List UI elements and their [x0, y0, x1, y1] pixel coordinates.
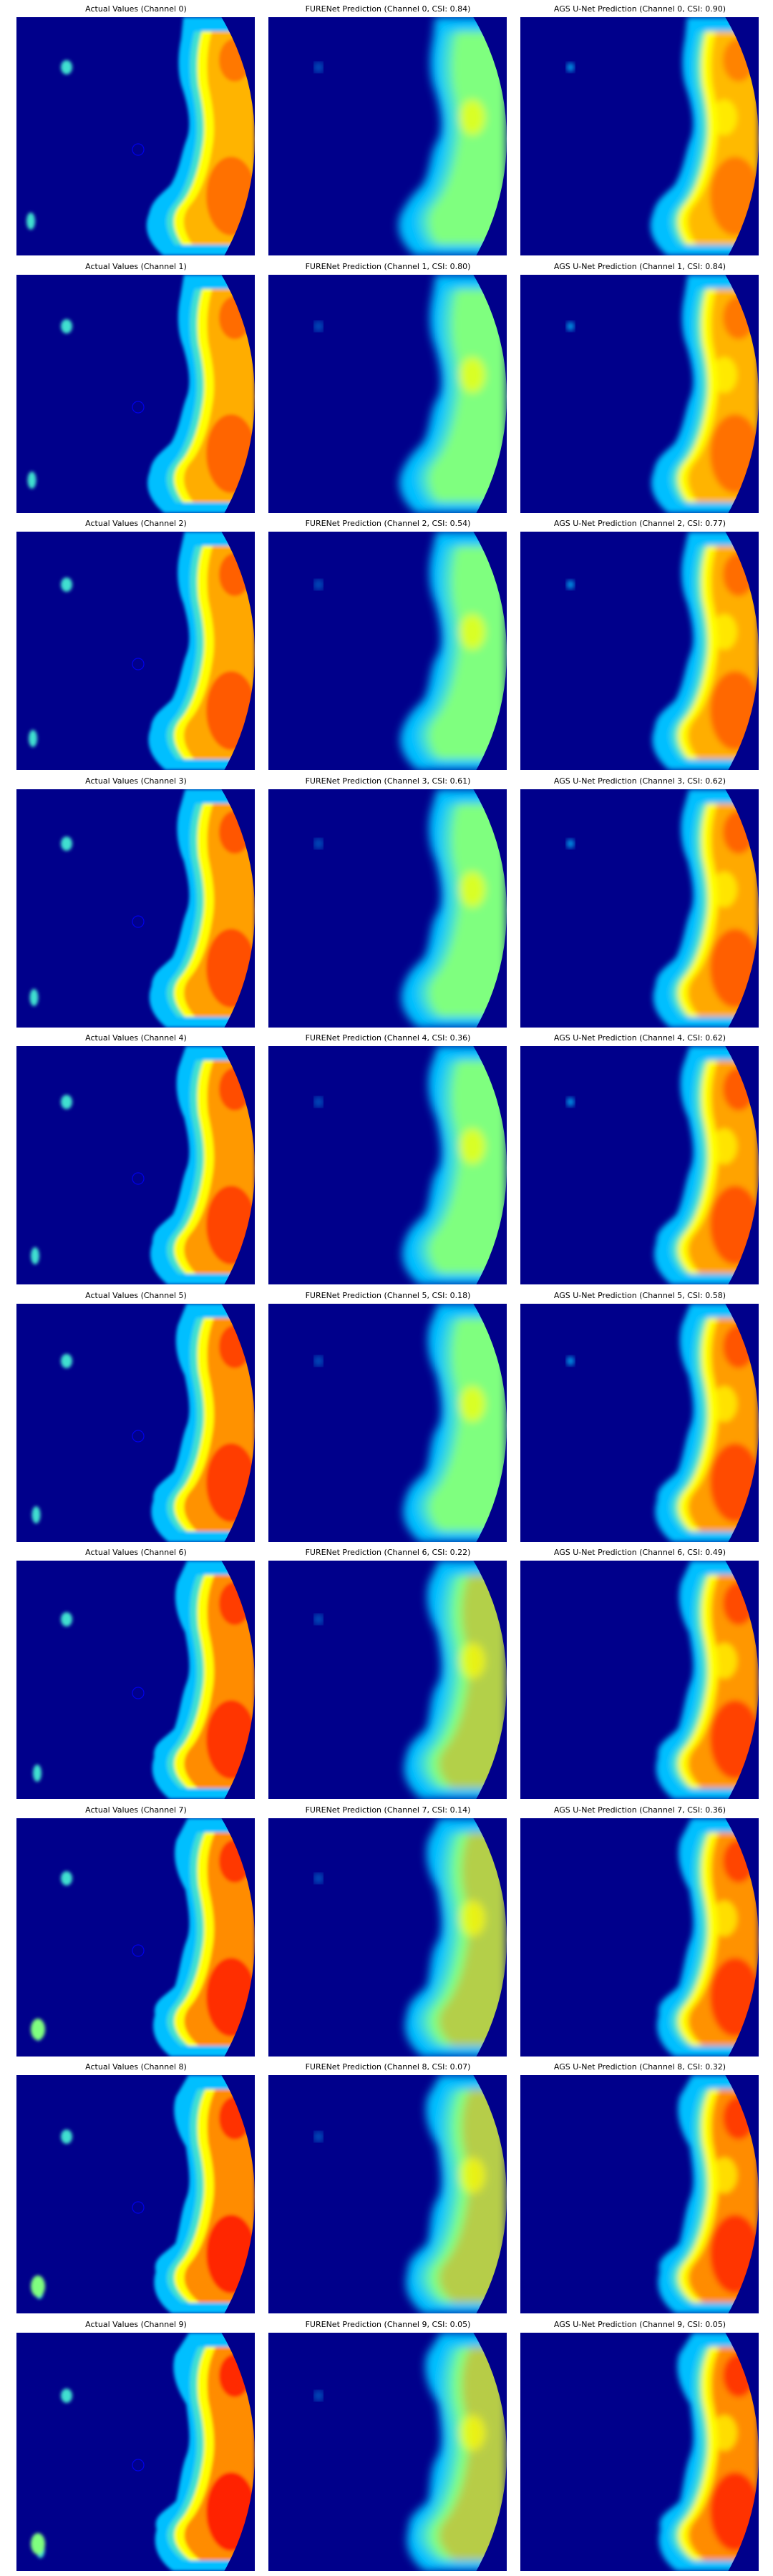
panel-title-actual-channel-2: Actual Values (Channel 2) [85, 519, 187, 528]
radar-map-furenet-channel-3 [268, 789, 507, 1028]
radar-echo-image [520, 1304, 759, 1542]
radar-echo-image [16, 1304, 255, 1542]
radar-echo-image [520, 17, 759, 255]
radar-map-furenet-channel-4 [268, 1046, 507, 1284]
radar-echo-image [16, 17, 255, 255]
panel-title-actual-channel-7: Actual Values (Channel 7) [85, 1805, 187, 1815]
radar-map-actual-channel-5 [16, 1304, 255, 1542]
radar-echo-image [16, 532, 255, 770]
radar-echo-image [520, 1561, 759, 1799]
panel-title-agsunet-channel-5: AGS U-Net Prediction (Channel 5, CSI: 0.… [553, 1291, 726, 1300]
panel-title-agsunet-channel-0: AGS U-Net Prediction (Channel 0, CSI: 0.… [553, 4, 726, 14]
radar-map-agsunet-channel-6 [520, 1561, 759, 1799]
panel-title-agsunet-channel-6: AGS U-Net Prediction (Channel 6, CSI: 0.… [553, 1548, 726, 1557]
panel-title-furenet-channel-2: FURENet Prediction (Channel 2, CSI: 0.54… [305, 519, 471, 528]
panel-title-actual-channel-6: Actual Values (Channel 6) [85, 1548, 187, 1557]
radar-map-actual-channel-0 [16, 17, 255, 255]
panel-title-agsunet-channel-3: AGS U-Net Prediction (Channel 3, CSI: 0.… [553, 776, 726, 786]
panel-title-actual-channel-1: Actual Values (Channel 1) [85, 262, 187, 271]
radar-map-actual-channel-3 [16, 789, 255, 1028]
radar-map-agsunet-channel-5 [520, 1304, 759, 1542]
radar-map-actual-channel-9 [16, 2333, 255, 2571]
panel-title-agsunet-channel-4: AGS U-Net Prediction (Channel 4, CSI: 0.… [553, 1033, 726, 1043]
radar-map-actual-channel-4 [16, 1046, 255, 1284]
radar-map-furenet-channel-0 [268, 17, 507, 255]
radar-echo-image [268, 532, 507, 770]
radar-map-furenet-channel-2 [268, 532, 507, 770]
radar-map-furenet-channel-7 [268, 1818, 507, 2057]
panel-title-furenet-channel-0: FURENet Prediction (Channel 0, CSI: 0.84… [305, 4, 471, 14]
radar-echo-image [520, 789, 759, 1028]
panel-title-agsunet-channel-1: AGS U-Net Prediction (Channel 1, CSI: 0.… [553, 262, 726, 271]
radar-echo-image [16, 1046, 255, 1284]
panel-title-furenet-channel-5: FURENet Prediction (Channel 5, CSI: 0.18… [305, 1291, 471, 1300]
radar-echo-image [520, 2075, 759, 2313]
radar-echo-image [268, 1046, 507, 1284]
radar-echo-image [268, 2333, 507, 2571]
panel-title-furenet-channel-4: FURENet Prediction (Channel 4, CSI: 0.36… [305, 1033, 471, 1043]
radar-map-agsunet-channel-3 [520, 789, 759, 1028]
radar-echo-image [520, 275, 759, 513]
radar-map-agsunet-channel-7 [520, 1818, 759, 2057]
panel-title-actual-channel-4: Actual Values (Channel 4) [85, 1033, 187, 1043]
radar-map-furenet-channel-1 [268, 275, 507, 513]
radar-map-actual-channel-1 [16, 275, 255, 513]
radar-echo-image [16, 275, 255, 513]
radar-echo-image [268, 789, 507, 1028]
radar-map-agsunet-channel-8 [520, 2075, 759, 2313]
radar-map-agsunet-channel-4 [520, 1046, 759, 1284]
radar-echo-image [16, 1818, 255, 2057]
radar-map-furenet-channel-5 [268, 1304, 507, 1542]
panel-title-agsunet-channel-8: AGS U-Net Prediction (Channel 8, CSI: 0.… [553, 2062, 726, 2072]
radar-echo-image [520, 1818, 759, 2057]
panel-title-actual-channel-0: Actual Values (Channel 0) [85, 4, 187, 14]
radar-echo-image [16, 789, 255, 1028]
radar-map-furenet-channel-9 [268, 2333, 507, 2571]
panel-title-furenet-channel-6: FURENet Prediction (Channel 6, CSI: 0.22… [305, 1548, 471, 1557]
panel-title-furenet-channel-1: FURENet Prediction (Channel 1, CSI: 0.80… [305, 262, 471, 271]
radar-echo-image [16, 2333, 255, 2571]
radar-map-agsunet-channel-1 [520, 275, 759, 513]
radar-echo-image [16, 2075, 255, 2313]
radar-map-actual-channel-7 [16, 1818, 255, 2057]
panel-title-actual-channel-3: Actual Values (Channel 3) [85, 776, 187, 786]
panel-title-actual-channel-8: Actual Values (Channel 8) [85, 2062, 187, 2072]
radar-map-actual-channel-8 [16, 2075, 255, 2313]
radar-echo-image [520, 2333, 759, 2571]
radar-map-actual-channel-6 [16, 1561, 255, 1799]
radar-map-agsunet-channel-0 [520, 17, 759, 255]
radar-map-furenet-channel-8 [268, 2075, 507, 2313]
radar-echo-image [268, 1818, 507, 2057]
radar-echo-image [268, 1304, 507, 1542]
radar-echo-image [520, 532, 759, 770]
radar-echo-image [268, 275, 507, 513]
radar-map-agsunet-channel-9 [520, 2333, 759, 2571]
radar-map-agsunet-channel-2 [520, 532, 759, 770]
panel-title-furenet-channel-3: FURENet Prediction (Channel 3, CSI: 0.61… [305, 776, 471, 786]
radar-echo-image [520, 1046, 759, 1284]
panel-title-furenet-channel-7: FURENet Prediction (Channel 7, CSI: 0.14… [305, 1805, 471, 1815]
panel-title-actual-channel-9: Actual Values (Channel 9) [85, 2320, 187, 2329]
radar-echo-image [16, 1561, 255, 1799]
panel-title-furenet-channel-8: FURENet Prediction (Channel 8, CSI: 0.07… [305, 2062, 471, 2072]
radar-map-actual-channel-2 [16, 532, 255, 770]
panel-title-actual-channel-5: Actual Values (Channel 5) [85, 1291, 187, 1300]
panel-title-agsunet-channel-9: AGS U-Net Prediction (Channel 9, CSI: 0.… [553, 2320, 726, 2329]
radar-echo-image [268, 17, 507, 255]
panel-title-agsunet-channel-2: AGS U-Net Prediction (Channel 2, CSI: 0.… [553, 519, 726, 528]
radar-map-furenet-channel-6 [268, 1561, 507, 1799]
panel-title-furenet-channel-9: FURENet Prediction (Channel 9, CSI: 0.05… [305, 2320, 471, 2329]
radar-echo-image [268, 2075, 507, 2313]
radar-echo-image [268, 1561, 507, 1799]
panel-title-agsunet-channel-7: AGS U-Net Prediction (Channel 7, CSI: 0.… [553, 1805, 726, 1815]
